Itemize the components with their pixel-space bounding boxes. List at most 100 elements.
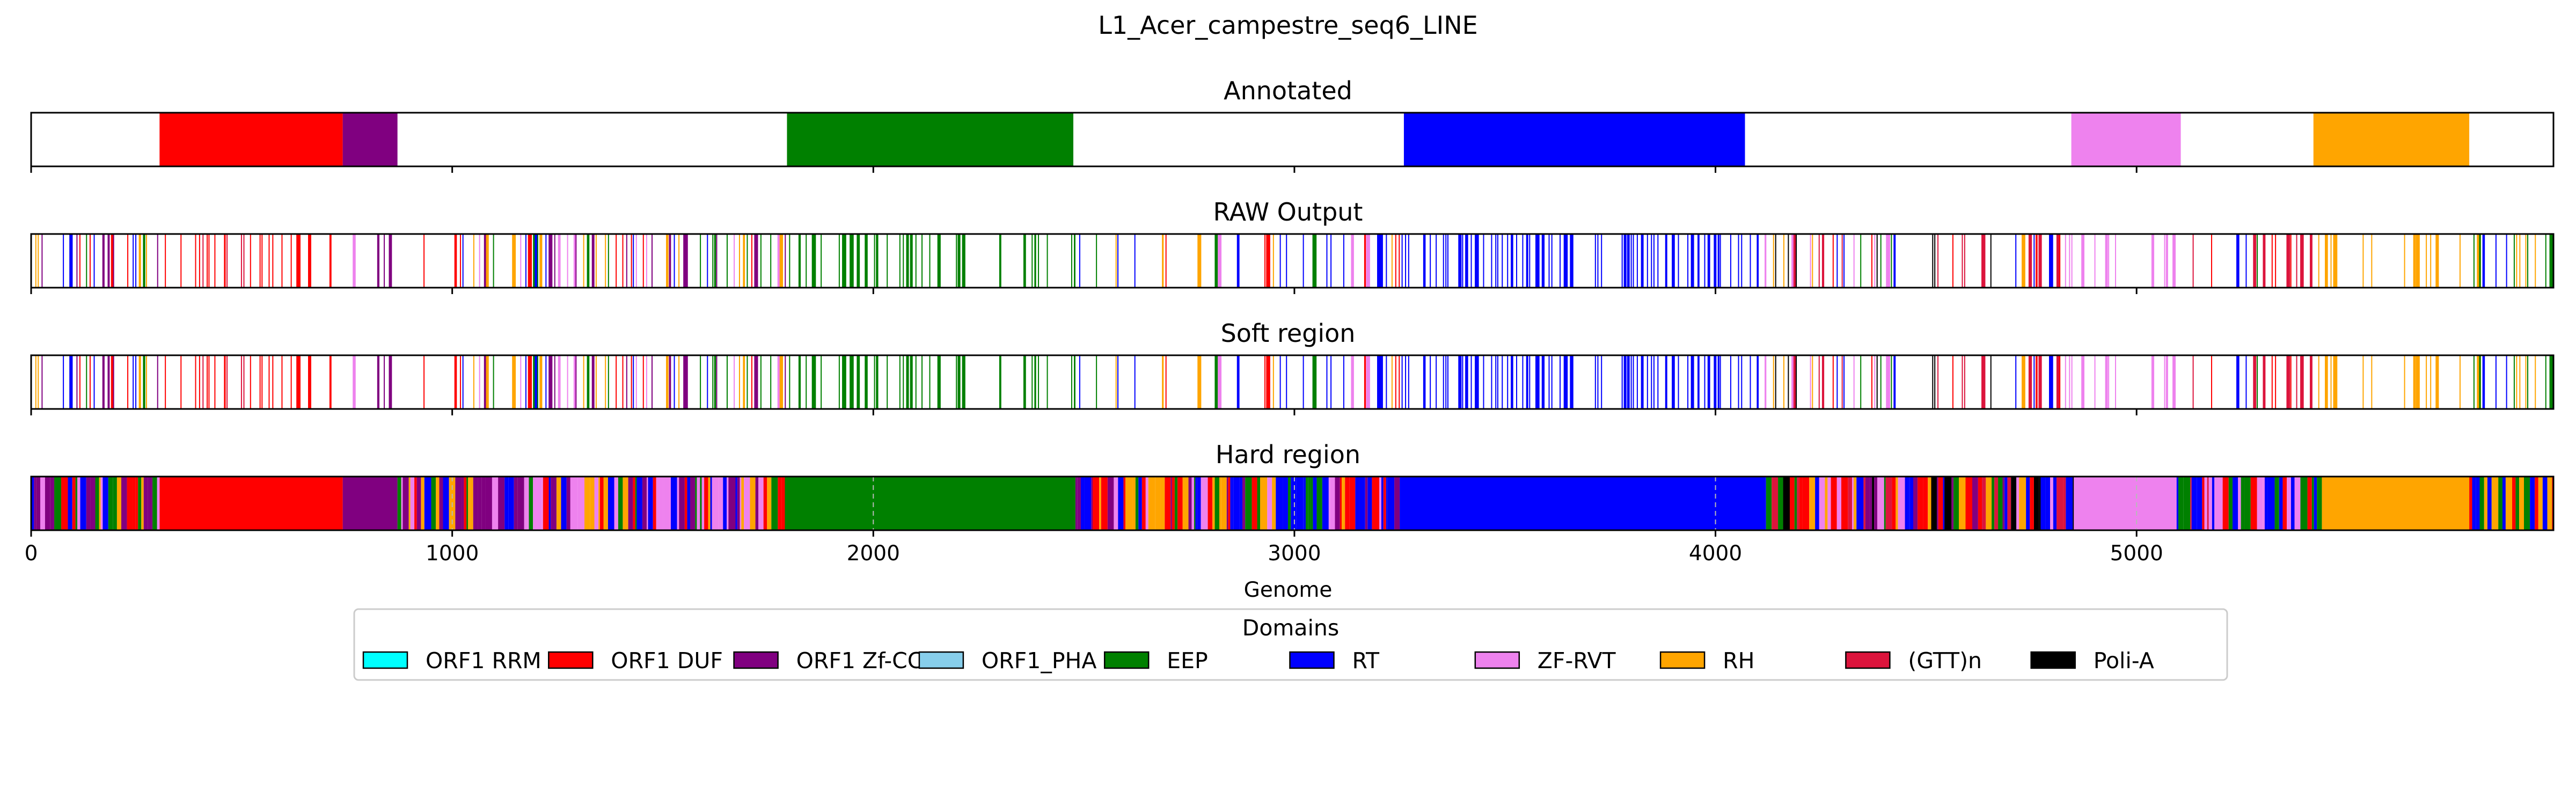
mark-gtt-n: [2253, 355, 2257, 409]
stripe-rh: [1260, 477, 1268, 530]
mark-zf-rvt: [2069, 234, 2070, 288]
mark-zf-rvt: [2172, 355, 2176, 409]
mark-orf1-duf: [1264, 355, 1266, 409]
mark-orf1-zf-cchc: [683, 234, 687, 288]
mark-rt: [1491, 355, 1492, 409]
legend-title: Domains: [1242, 615, 1339, 641]
mark-rt: [1405, 355, 1407, 409]
mark-rt: [2049, 355, 2053, 409]
stripe-orf1-zf-cchc: [514, 477, 518, 530]
mark-rt: [1236, 234, 1240, 288]
stripe-rt: [1118, 477, 1124, 530]
stripe-zf-rvt: [2016, 477, 2019, 530]
legend-label-orf1-pha: ORF1_PHA: [982, 648, 1097, 674]
mark-rh: [595, 355, 597, 409]
legend-swatch-eep: [1103, 651, 1150, 669]
mark-rt: [1079, 234, 1080, 288]
mark-eep: [2479, 234, 2481, 288]
mark-eep: [906, 355, 909, 409]
segment-eep: [785, 477, 1075, 530]
segment-orf1-duf: [159, 113, 343, 166]
stripe-orf1-zf-cchc: [462, 477, 464, 530]
stripe-rt: [1291, 477, 1297, 530]
mark-rh: [1783, 234, 1784, 288]
mark-rt: [1401, 234, 1403, 288]
mark-eep: [1038, 234, 1040, 288]
mark-rt: [1741, 234, 1743, 288]
mark-orf1-duf: [250, 234, 251, 288]
stripe-zf-rvt: [744, 477, 750, 530]
mark-rt: [1443, 355, 1444, 409]
mark-rt: [1627, 234, 1630, 288]
stripe-orf1-zf-cchc: [1936, 477, 1938, 530]
mark-rh: [2371, 234, 2373, 288]
stripe-rh: [99, 477, 101, 530]
mark-eep: [493, 234, 494, 288]
mark-rt: [1495, 234, 1497, 288]
mark-rh: [2333, 234, 2338, 288]
mark-rt: [1134, 234, 1136, 288]
mark-orf1-duf: [214, 355, 216, 409]
mark-zf-rvt: [573, 355, 576, 409]
mark-rt: [1445, 355, 1447, 409]
mark-zf-rvt: [1368, 234, 1370, 288]
mark-rt: [2506, 355, 2507, 409]
mark-rt: [1623, 355, 1627, 409]
mark-orf1-duf: [528, 234, 532, 288]
stripe-orf1-zf-cchc: [690, 477, 696, 530]
mark-orf1-zf-cchc: [157, 355, 158, 409]
stripe-orf1-zf-cchc: [628, 477, 633, 530]
stripe-rh: [556, 477, 561, 530]
mark-rh: [595, 234, 597, 288]
mark-orf1-duf: [423, 355, 425, 409]
stripe-rt: [1296, 477, 1304, 530]
stripe-eep: [2178, 477, 2184, 530]
mark-rt: [1657, 355, 1659, 409]
mark-zf-rvt: [353, 355, 356, 409]
mark-eep: [1860, 234, 1862, 288]
stripe-zf-rvt: [524, 477, 528, 530]
mark-rt: [1117, 234, 1119, 288]
mark-orf1-duf: [423, 234, 425, 288]
mark-rh: [2371, 355, 2373, 409]
mark-eep: [714, 355, 716, 409]
mark-eep: [587, 234, 590, 288]
stripe-eep: [635, 477, 637, 530]
mark-rh: [2459, 355, 2461, 409]
mark-orf1-zf-cchc: [41, 355, 43, 409]
mark-zf-rvt: [2164, 234, 2165, 288]
stripe-rt: [1303, 477, 1306, 530]
mark-rt: [674, 234, 675, 288]
mark-orf1-zf-cchc: [575, 355, 577, 409]
stripe-orf1-duf: [1172, 477, 1175, 530]
mark-orf1-duf: [1266, 234, 1270, 288]
mark-rt: [1548, 234, 1550, 288]
stripe-zf-rvt: [677, 477, 679, 530]
stripe-rt: [2191, 477, 2196, 530]
mark-rh: [486, 355, 489, 409]
mark-zf-rvt: [2081, 234, 2085, 288]
mark-orf1-duf: [272, 355, 274, 409]
mark-rt: [135, 234, 137, 288]
mark-rh: [2430, 234, 2432, 288]
stripe-zf-rvt: [663, 477, 665, 530]
mark-rt: [1594, 355, 1596, 409]
mark-zf-rvt: [2164, 355, 2165, 409]
stripe-zf-rvt: [2050, 477, 2052, 530]
mark-zf-rvt: [1886, 355, 1891, 409]
stripe-eep: [1766, 477, 1772, 530]
mark-zf-rvt: [1810, 355, 1811, 409]
mark-rt: [2245, 355, 2247, 409]
mark-rt: [1522, 355, 1524, 409]
mark-rt: [1633, 355, 1634, 409]
mark-eep: [842, 234, 846, 288]
stripe-orf1-duf: [127, 477, 133, 530]
stripe-zf-rvt: [157, 477, 160, 530]
stripe-rh: [1099, 477, 1101, 530]
legend-swatch-poli-a: [2030, 651, 2076, 669]
stripe-orf1-duf: [1918, 477, 1923, 530]
mark-eep: [874, 355, 875, 409]
mark-eep: [903, 355, 904, 409]
mark-rh: [743, 234, 745, 288]
stripe-orf1-zf-cchc: [455, 477, 462, 530]
